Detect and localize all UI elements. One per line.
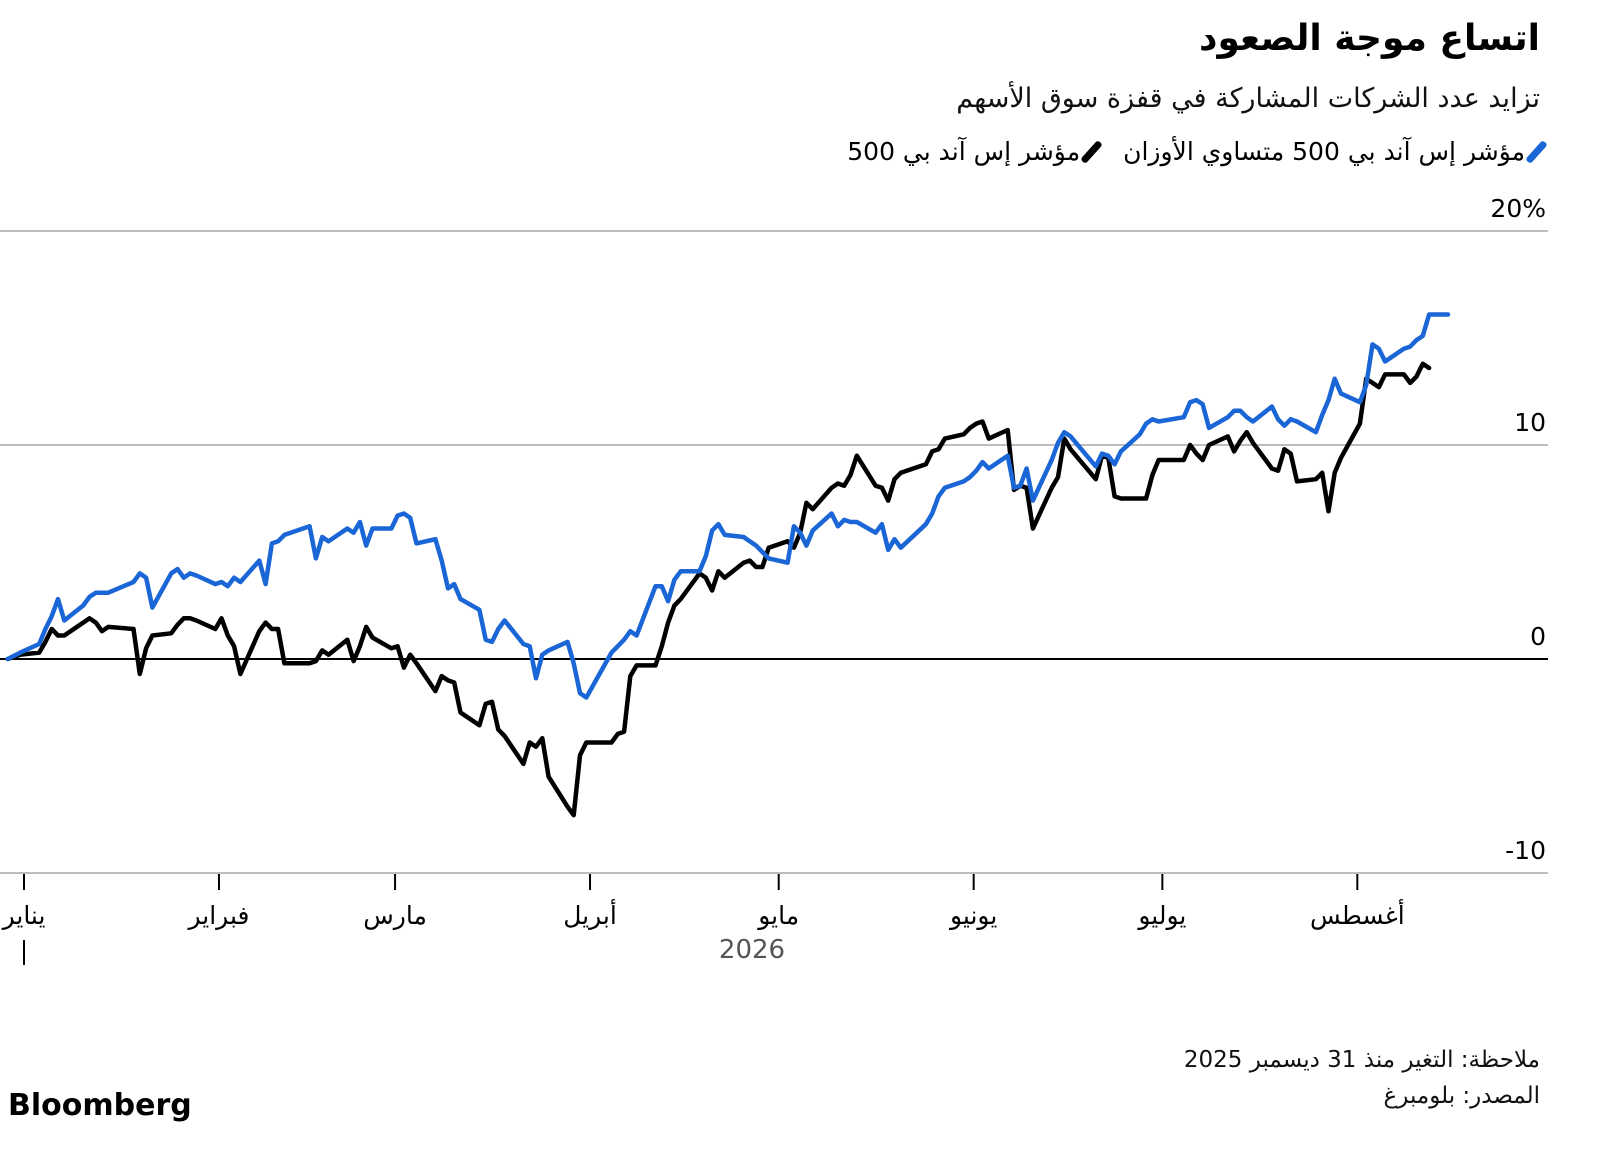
legend-item-equal-weight: مؤشر إس آند بي 500 متساوي الأوزان xyxy=(1123,137,1548,166)
source-text: المصدر: بلومبرغ xyxy=(1383,1083,1540,1109)
x-tick-label: يوليو xyxy=(1136,901,1186,930)
series-layer xyxy=(5,312,1451,818)
x-tick-label: فبراير xyxy=(186,901,249,930)
y-tick-label: 10 xyxy=(1514,408,1546,437)
series-line-equal-weight xyxy=(5,312,1451,700)
bloomberg-logo: Bloomberg xyxy=(8,1088,192,1123)
y-tick-label: -10 xyxy=(1505,836,1546,865)
x-tick-label: مايو xyxy=(756,901,799,930)
legend-label-equal-weight: مؤشر إس آند بي 500 متساوي الأوزان xyxy=(1123,137,1525,166)
chart-subtitle: تزايد عدد الشركات المشاركة في قفزة سوق ا… xyxy=(956,83,1540,114)
legend: مؤشر إس آند بي 500 متساوي الأوزان مؤشر إ… xyxy=(847,137,1548,166)
legend-label-sp500: مؤشر إس آند بي 500 xyxy=(847,137,1081,166)
chart-title: اتساع موجة الصعود xyxy=(1199,18,1540,59)
year-label: 2026 xyxy=(719,935,785,965)
x-tick-label: يناير xyxy=(1,901,46,930)
series-line-sp500 xyxy=(5,361,1432,818)
note-text: ملاحظة: التغير منذ 31 ديسمبر 2025 xyxy=(1183,1047,1540,1073)
x-tick-label: مارس xyxy=(363,901,427,930)
x-axis: يناير فبراير مارس أبريل مايو يونيو يوليو أغسطس 2… xyxy=(1,874,1405,965)
x-tick-label: أغسطس xyxy=(1310,898,1405,930)
x-tick-label: أبريل xyxy=(563,898,617,930)
notes: ملاحظة: التغير منذ 31 ديسمبر 2025 المصدر… xyxy=(1184,1042,1540,1114)
y-tick-label: 20% xyxy=(1490,194,1546,223)
x-tick-label: يونيو xyxy=(948,901,997,930)
grid-layer: 20% 10 0 -10 xyxy=(0,194,1548,874)
legend-item-sp500: مؤشر إس آند بي 500 xyxy=(847,137,1103,166)
y-tick-label: 0 xyxy=(1530,622,1546,651)
